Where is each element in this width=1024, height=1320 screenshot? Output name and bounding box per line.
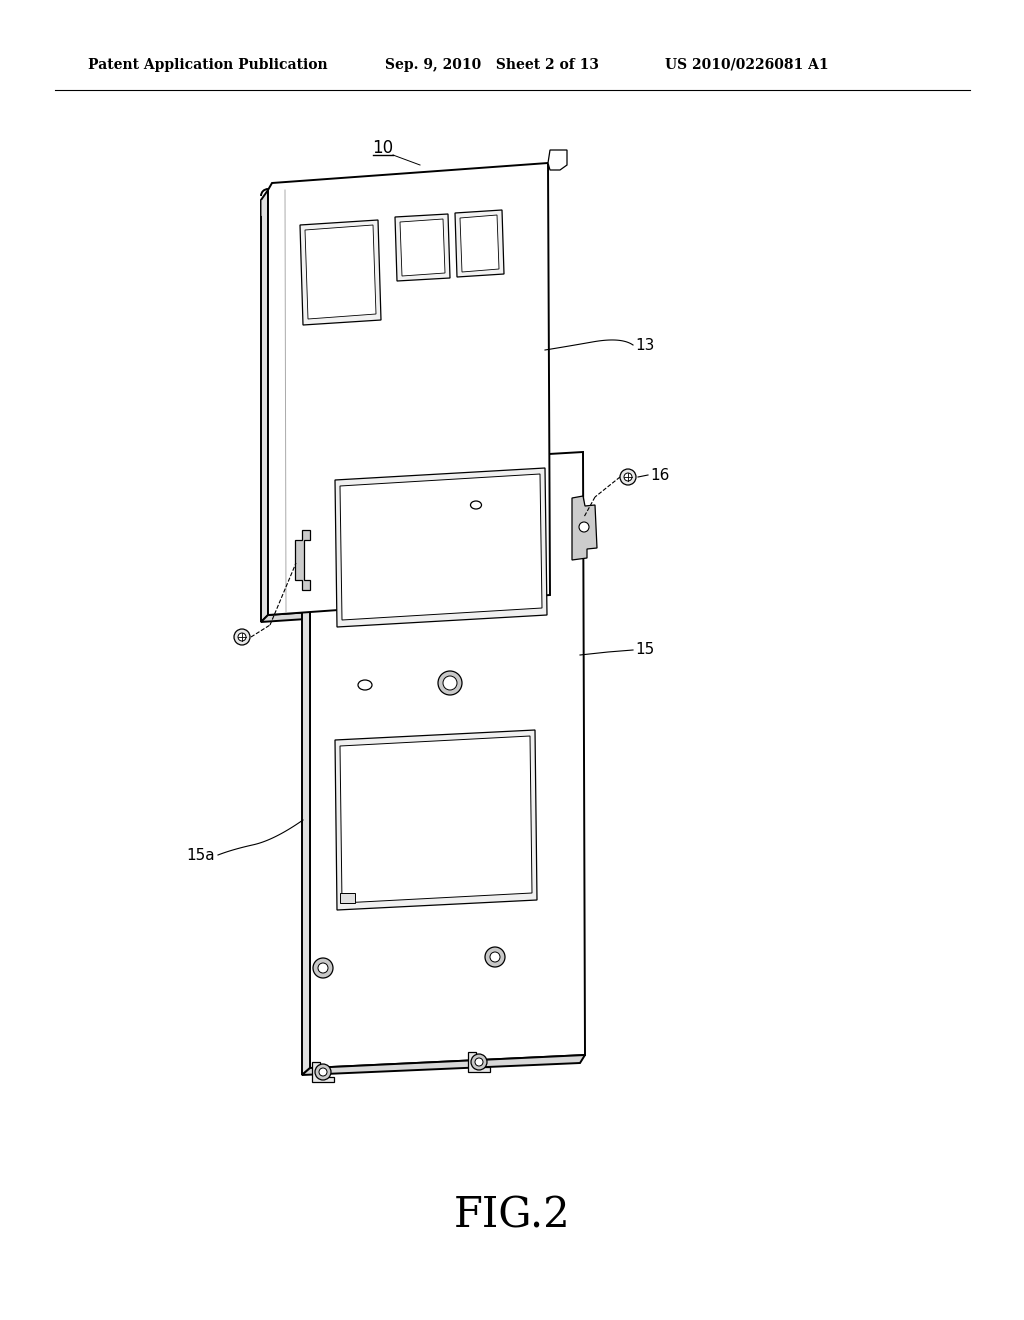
Circle shape <box>490 952 500 962</box>
Polygon shape <box>460 215 499 272</box>
Polygon shape <box>335 730 537 909</box>
Circle shape <box>579 521 589 532</box>
Polygon shape <box>400 219 445 276</box>
Text: FIG.2: FIG.2 <box>454 1195 570 1236</box>
Polygon shape <box>340 474 542 620</box>
Circle shape <box>471 1053 487 1071</box>
Text: Sep. 9, 2010   Sheet 2 of 13: Sep. 9, 2010 Sheet 2 of 13 <box>385 58 599 73</box>
Ellipse shape <box>470 502 481 510</box>
Polygon shape <box>455 210 504 277</box>
Polygon shape <box>295 531 310 590</box>
Polygon shape <box>572 496 597 560</box>
Polygon shape <box>268 162 550 615</box>
Text: 16: 16 <box>650 467 670 483</box>
Text: US 2010/0226081 A1: US 2010/0226081 A1 <box>665 58 828 73</box>
Polygon shape <box>335 469 547 627</box>
Polygon shape <box>340 737 532 903</box>
Polygon shape <box>468 1052 490 1072</box>
Polygon shape <box>302 469 310 1074</box>
Circle shape <box>443 676 457 690</box>
Circle shape <box>319 1068 327 1076</box>
Text: 13: 13 <box>635 338 654 352</box>
Ellipse shape <box>358 680 372 690</box>
Circle shape <box>438 671 462 696</box>
Text: 15: 15 <box>635 643 654 657</box>
Polygon shape <box>310 451 585 1068</box>
Polygon shape <box>340 894 355 903</box>
Circle shape <box>313 958 333 978</box>
Polygon shape <box>302 1055 585 1074</box>
Circle shape <box>234 630 250 645</box>
Polygon shape <box>548 150 567 170</box>
Circle shape <box>475 1059 483 1067</box>
Circle shape <box>315 1064 331 1080</box>
Text: 10: 10 <box>373 139 393 157</box>
Polygon shape <box>312 1063 334 1082</box>
Polygon shape <box>261 190 268 622</box>
Circle shape <box>624 473 632 480</box>
Polygon shape <box>261 595 550 622</box>
Polygon shape <box>395 214 450 281</box>
Text: 15a: 15a <box>186 847 215 862</box>
Circle shape <box>318 964 328 973</box>
Circle shape <box>485 946 505 968</box>
Text: Patent Application Publication: Patent Application Publication <box>88 58 328 73</box>
Circle shape <box>238 634 246 642</box>
Polygon shape <box>305 224 376 319</box>
Circle shape <box>620 469 636 484</box>
Polygon shape <box>300 220 381 325</box>
